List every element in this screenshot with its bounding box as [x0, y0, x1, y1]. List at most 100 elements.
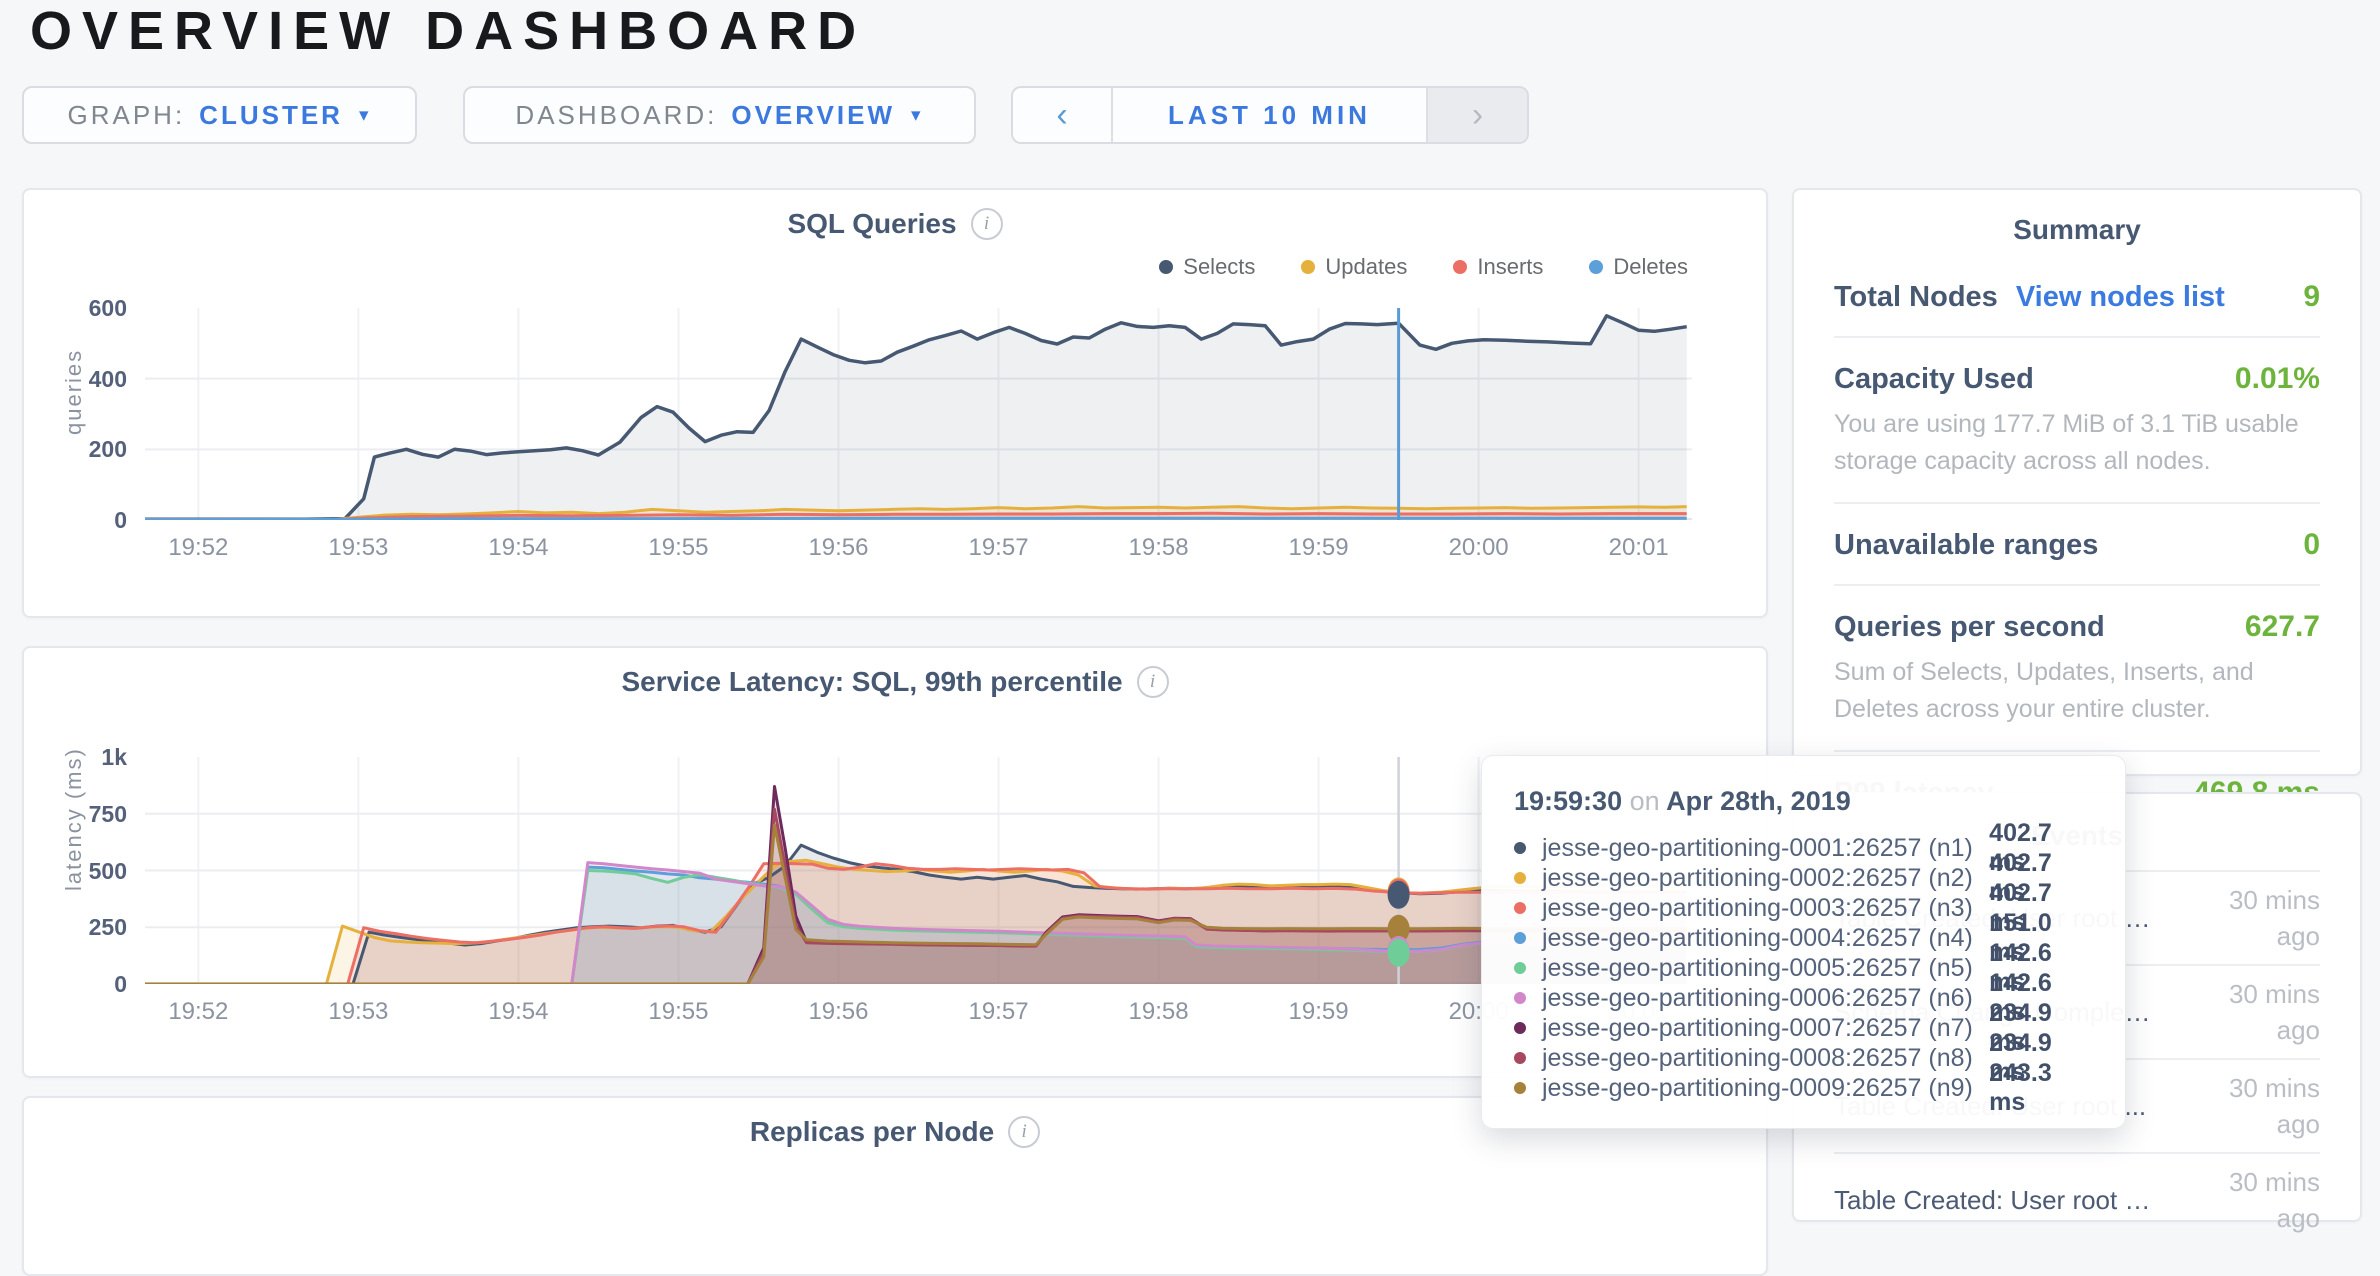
service-latency-plot[interactable]	[145, 757, 1692, 986]
service-latency-chart-card: Service Latency: SQL, 99th percentile i …	[22, 646, 1768, 1078]
series-dot-icon	[1159, 260, 1174, 274]
x-axis-tick: 19:55	[648, 998, 709, 1025]
tooltip-timestamp: 19:59:30 on Apr 28th, 2019	[1514, 786, 2093, 817]
tooltip-node-value: 234.9 ms	[1989, 999, 2052, 1056]
series-dot-icon	[1514, 902, 1526, 914]
x-axis-tick: 19:54	[488, 534, 549, 561]
x-axis-tick: 19:56	[808, 998, 869, 1025]
view-nodes-list-link[interactable]: View nodes list	[2015, 281, 2225, 313]
x-axis-tick: 19:53	[328, 534, 389, 561]
capacity-used-label: Capacity Used	[1834, 363, 2034, 395]
chevron-right-icon: ›	[1471, 95, 1484, 134]
summary-title: Summary	[2013, 214, 2141, 245]
time-range-control: ‹ LAST 10 MIN ›	[1011, 86, 1529, 144]
tooltip-node-name: jesse-geo-partitioning-0005:26257 (n5)	[1542, 953, 1973, 982]
service-latency-chart-title: Service Latency: SQL, 99th percentile	[621, 666, 1123, 697]
sql-queries-legend: Selects Updates Inserts Deletes	[1159, 254, 1688, 280]
event-timestamp: 30 mins ago	[2228, 979, 2320, 1045]
x-axis-tick: 19:54	[488, 998, 549, 1025]
capacity-used-value: 0.01%	[2234, 362, 2320, 395]
x-axis-tick: 20:00	[1448, 534, 1509, 561]
x-axis-tick: 20:01	[1608, 534, 1669, 561]
legend-label: Selects	[1183, 254, 1256, 279]
summary-row-total-nodes: Total Nodes View nodes list 9	[1834, 256, 2320, 338]
qps-value: 627.7	[2244, 610, 2320, 643]
x-axis-tick: 19:55	[648, 534, 709, 561]
summary-row-unavailable-ranges: Unavailable ranges 0	[1834, 504, 2320, 586]
time-range-selector[interactable]: LAST 10 MIN	[1168, 99, 1371, 130]
tooltip-node-row: jesse-geo-partitioning-0004:26257 (n4) 1…	[1514, 909, 2093, 966]
y-axis-tick: 500	[88, 857, 127, 884]
tooltip-node-value: 402.7 ms	[1989, 819, 2052, 876]
graph-dropdown-value: CLUSTER	[199, 99, 343, 130]
series-dot-icon	[1514, 842, 1526, 854]
series-dot-icon	[1514, 962, 1526, 974]
legend-label: Deletes	[1613, 254, 1688, 279]
graph-dropdown[interactable]: GRAPH: CLUSTER ▾	[22, 86, 417, 144]
x-axis-tick: 19:57	[968, 534, 1029, 561]
tooltip-date: Apr 28th, 2019	[1666, 786, 1851, 816]
tooltip-node-value: 234.9 ms	[1989, 1029, 2052, 1086]
info-icon[interactable]: i	[1136, 666, 1169, 698]
y-axis-tick: 750	[88, 800, 127, 827]
capacity-used-description: You are using 177.7 MiB of 3.1 TiB usabl…	[1834, 410, 2299, 475]
legend-item-selects: Selects	[1159, 254, 1255, 280]
series-dot-icon	[1589, 260, 1604, 274]
series-dot-icon	[1514, 1082, 1526, 1094]
y-axis-label: queries	[61, 348, 86, 435]
tooltip-node-name: jesse-geo-partitioning-0001:26257 (n1)	[1542, 833, 1973, 862]
time-range-next-button[interactable]: ›	[1426, 88, 1527, 142]
qps-label: Queries per second	[1834, 611, 2105, 643]
info-icon[interactable]: i	[970, 208, 1003, 240]
replicas-per-node-chart-title: Replicas per Node	[749, 1116, 995, 1147]
time-range-prev-button[interactable]: ‹	[1013, 88, 1113, 142]
chevron-down-icon: ▾	[911, 104, 924, 126]
summary-row-qps: Queries per second 627.7 Sum of Selects,…	[1834, 586, 2320, 752]
summary-panel: Summary Total Nodes View nodes list 9 Ca…	[1792, 188, 2362, 809]
legend-label: Inserts	[1477, 254, 1544, 279]
y-axis-tick: 0	[114, 507, 127, 533]
tooltip-node-row: jesse-geo-partitioning-0005:26257 (n5) 1…	[1514, 939, 2093, 996]
tooltip-node-name: jesse-geo-partitioning-0003:26257 (n3)	[1542, 893, 1973, 922]
y-axis-tick: 250	[88, 914, 127, 941]
tooltip-node-name: jesse-geo-partitioning-0009:26257 (n9)	[1542, 1073, 1973, 1102]
page-title: OVERVIEW DASHBOARD	[30, 1, 867, 61]
event-row[interactable]: Table Created: User root cr... 30 mins a…	[1834, 1152, 2320, 1246]
sql-queries-chart-card: SQL Queries i Selects Updates Inserts De…	[22, 188, 1768, 618]
summary-row-capacity: Capacity Used 0.01% You are using 177.7 …	[1834, 338, 2320, 504]
x-axis-tick: 19:58	[1128, 998, 1189, 1025]
series-dot-icon	[1514, 1052, 1526, 1064]
info-icon[interactable]: i	[1008, 1116, 1041, 1148]
unavailable-ranges-value: 0	[2303, 528, 2320, 561]
tooltip-node-value: 402.7 ms	[1989, 849, 2052, 906]
sql-queries-plot[interactable]	[144, 308, 1692, 522]
tooltip-node-row: jesse-geo-partitioning-0003:26257 (n3) 4…	[1514, 879, 2093, 936]
event-timestamp: 30 mins ago	[2228, 1073, 2320, 1139]
tooltip-node-name: jesse-geo-partitioning-0002:26257 (n2)	[1542, 863, 1973, 892]
tooltip-node-row: jesse-geo-partitioning-0007:26257 (n7) 2…	[1514, 999, 2093, 1056]
x-axis-tick: 19:59	[1288, 998, 1349, 1025]
total-nodes-label: Total Nodes	[1834, 281, 1998, 313]
tooltip-node-value: 402.7 ms	[1989, 879, 2052, 936]
unavailable-ranges-label: Unavailable ranges	[1834, 529, 2099, 561]
chevron-left-icon: ‹	[1056, 95, 1068, 134]
legend-item-inserts: Inserts	[1453, 254, 1543, 280]
tooltip-node-name: jesse-geo-partitioning-0004:26257 (n4)	[1542, 923, 1973, 952]
x-axis-tick: 19:52	[168, 998, 229, 1025]
tooltip-node-row: jesse-geo-partitioning-0002:26257 (n2) 4…	[1514, 849, 2093, 906]
chart-hover-tooltip: 19:59:30 on Apr 28th, 2019 jesse-geo-par…	[1481, 755, 2126, 1129]
series-dot-icon	[1514, 872, 1526, 884]
dashboard-dropdown-value: OVERVIEW	[731, 99, 896, 130]
tooltip-node-name: jesse-geo-partitioning-0006:26257 (n6)	[1542, 983, 1973, 1012]
legend-item-updates: Updates	[1301, 254, 1407, 280]
x-axis-tick: 19:58	[1128, 534, 1189, 561]
x-axis-tick: 19:56	[808, 534, 869, 561]
chevron-down-icon: ▾	[358, 104, 372, 126]
tooltip-time: 19:59:30	[1514, 786, 1623, 816]
x-axis-tick: 19:52	[168, 534, 229, 561]
tooltip-node-name: jesse-geo-partitioning-0007:26257 (n7)	[1542, 1013, 1973, 1042]
event-timestamp: 30 mins ago	[2228, 885, 2320, 951]
series-dot-icon	[1453, 260, 1468, 274]
y-axis-tick: 400	[88, 365, 127, 392]
dashboard-dropdown[interactable]: DASHBOARD: OVERVIEW ▾	[463, 86, 976, 144]
